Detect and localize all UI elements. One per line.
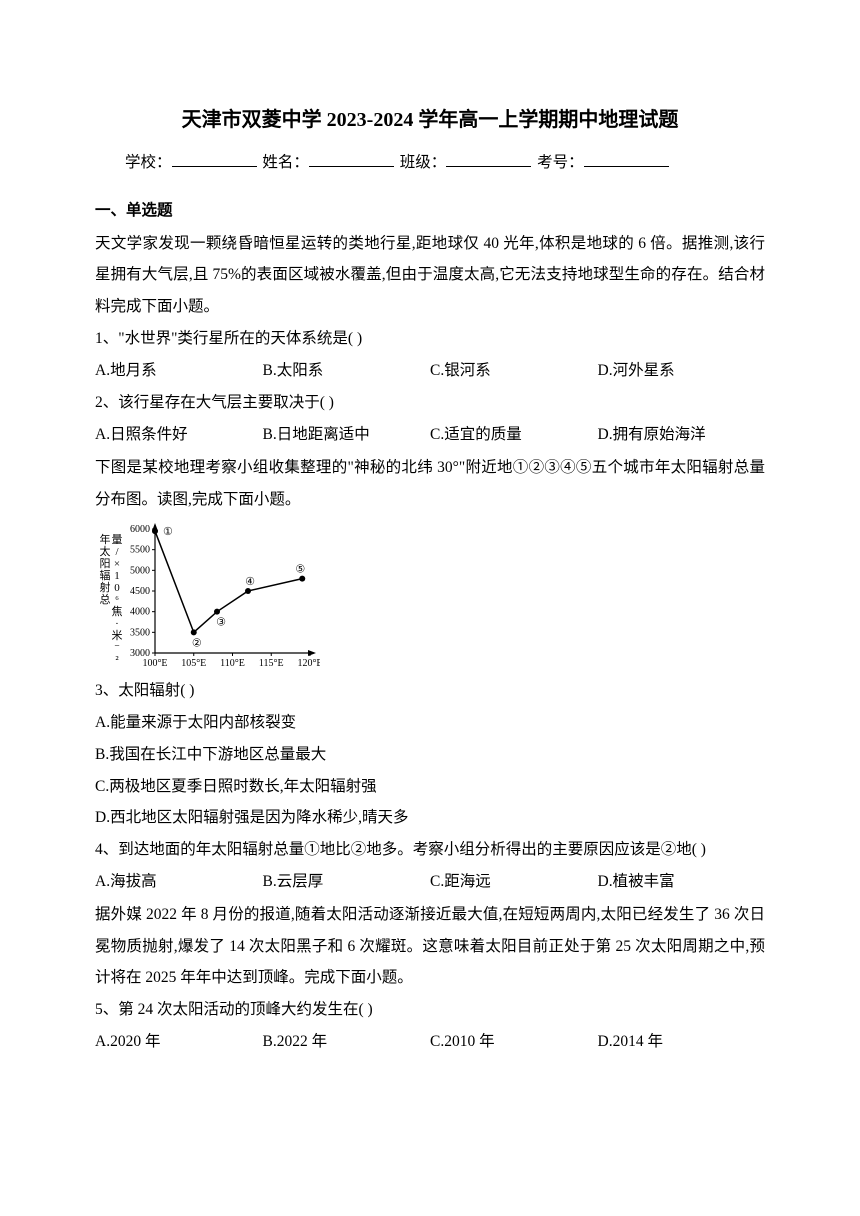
q5-b[interactable]: B.2022 年 [263, 1026, 431, 1058]
q3-b[interactable]: B.我国在长江中下游地区总量最大 [95, 739, 765, 771]
svg-text:⁻: ⁻ [114, 642, 120, 654]
passage-3: 据外媒 2022 年 8 月份的报道,随着太阳活动逐渐接近最大值,在短短两周内,… [95, 899, 765, 994]
svg-text:阳: 阳 [100, 557, 111, 570]
solar-radiation-chart: 3000350040004500500055006000100°E105°E11… [95, 521, 320, 673]
svg-text:焦: 焦 [112, 605, 123, 618]
svg-text:115°E: 115°E [259, 658, 284, 669]
id-label: 考号： [537, 154, 584, 171]
svg-text:110°E: 110°E [220, 658, 245, 669]
svg-text:⁶: ⁶ [115, 594, 119, 606]
q4-d[interactable]: D.植被丰富 [598, 866, 766, 898]
svg-text:5000: 5000 [130, 566, 150, 577]
svg-text:射: 射 [100, 580, 111, 594]
q2-c[interactable]: C.适宜的质量 [430, 419, 598, 451]
svg-text:4000: 4000 [130, 607, 150, 618]
svg-text:6000: 6000 [130, 524, 150, 535]
name-label: 姓名： [262, 154, 309, 171]
svg-text:1: 1 [114, 570, 120, 582]
q2-stem: 2、该行星存在大气层主要取决于( ) [95, 387, 765, 419]
svg-text:④: ④ [245, 576, 255, 588]
q4-options: A.海拔高 B.云层厚 C.距海远 D.植被丰富 [95, 866, 765, 898]
q4-a[interactable]: A.海拔高 [95, 866, 263, 898]
q1-d[interactable]: D.河外星系 [598, 355, 766, 387]
name-blank[interactable] [309, 149, 394, 167]
q3-stem: 3、太阳辐射( ) [95, 675, 765, 707]
svg-text:年: 年 [100, 532, 111, 546]
page-title: 天津市双菱中学 2023-2024 学年高一上学期期中地理试题 [95, 100, 765, 141]
q5-d[interactable]: D.2014 年 [598, 1026, 766, 1058]
svg-text:②: ② [192, 638, 202, 650]
id-blank[interactable] [584, 149, 669, 167]
svg-text:0: 0 [114, 582, 120, 594]
svg-text:/: / [115, 546, 119, 558]
svg-text:⑤: ⑤ [295, 564, 305, 576]
svg-text:·: · [115, 618, 119, 630]
q4-stem: 4、到达地面的年太阳辐射总量①地比②地多。考察小组分析得出的主要原因应该是②地(… [95, 834, 765, 866]
q1-options: A.地月系 B.太阳系 C.银河系 D.河外星系 [95, 355, 765, 387]
q2-b[interactable]: B.日地距离适中 [263, 419, 431, 451]
svg-text:100°E: 100°E [142, 658, 167, 669]
q3-d[interactable]: D.西北地区太阳辐射强是因为降水稀少,晴天多 [95, 802, 765, 834]
school-label: 学校： [125, 154, 172, 171]
svg-text:3500: 3500 [130, 628, 150, 639]
section-header: 一、单选题 [95, 195, 765, 227]
class-label: 班级： [400, 154, 447, 171]
q5-a[interactable]: A.2020 年 [95, 1026, 263, 1058]
q2-d[interactable]: D.拥有原始海洋 [598, 419, 766, 451]
passage-1: 天文学家发现一颗绕昏暗恒星运转的类地行星,距地球仅 40 光年,体积是地球的 6… [95, 228, 765, 323]
q1-c[interactable]: C.银河系 [430, 355, 598, 387]
svg-text:太: 太 [100, 545, 111, 558]
svg-text:③: ③ [216, 617, 226, 629]
svg-text:²: ² [115, 654, 119, 666]
svg-text:总: 总 [100, 592, 111, 606]
svg-text:5500: 5500 [130, 545, 150, 556]
q5-c[interactable]: C.2010 年 [430, 1026, 598, 1058]
svg-text:120°E: 120°E [297, 658, 320, 669]
svg-text:量: 量 [112, 533, 123, 546]
q1-b[interactable]: B.太阳系 [263, 355, 431, 387]
class-blank[interactable] [446, 149, 531, 167]
q5-stem: 5、第 24 次太阳活动的顶峰大约发生在( ) [95, 994, 765, 1026]
svg-text:米: 米 [112, 629, 123, 642]
q3-a[interactable]: A.能量来源于太阳内部核裂变 [95, 707, 765, 739]
svg-text:×: × [114, 558, 120, 570]
school-blank[interactable] [172, 149, 257, 167]
passage-2: 下图是某校地理考察小组收集整理的"神秘的北纬 30°"附近地①②③④⑤五个城市年… [95, 452, 765, 516]
svg-text:4500: 4500 [130, 586, 150, 597]
svg-text:①: ① [163, 526, 173, 538]
q5-options: A.2020 年 B.2022 年 C.2010 年 D.2014 年 [95, 1026, 765, 1058]
q2-a[interactable]: A.日照条件好 [95, 419, 263, 451]
q2-options: A.日照条件好 B.日地距离适中 C.适宜的质量 D.拥有原始海洋 [95, 419, 765, 451]
student-info-line: 学校： 姓名： 班级： 考号： [95, 147, 765, 179]
svg-text:辐: 辐 [100, 568, 111, 582]
svg-text:105°E: 105°E [181, 658, 206, 669]
q1-stem: 1、"水世界"类行星所在的天体系统是( ) [95, 323, 765, 355]
q3-c[interactable]: C.两极地区夏季日照时数长,年太阳辐射强 [95, 771, 765, 803]
q4-c[interactable]: C.距海远 [430, 866, 598, 898]
q1-a[interactable]: A.地月系 [95, 355, 263, 387]
q4-b[interactable]: B.云层厚 [263, 866, 431, 898]
